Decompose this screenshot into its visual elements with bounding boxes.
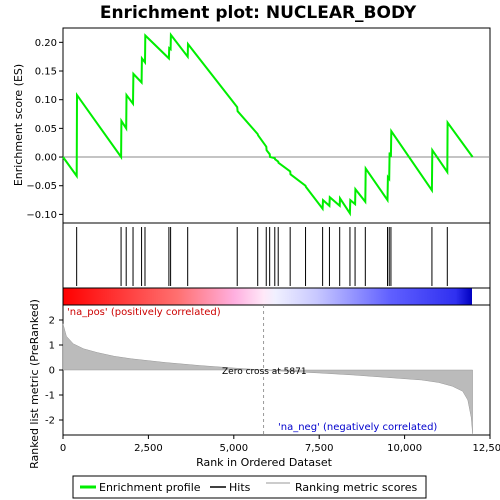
es-y-tick-label: 0.15	[35, 67, 57, 78]
metric-y-tick-label: -2	[45, 416, 55, 427]
metric-y-tick-label: -1	[45, 391, 55, 402]
x-tick-label: 5,000	[219, 443, 248, 454]
metric-y-tick-label: 1	[49, 341, 55, 352]
es-y-axis-label: Enrichment score (ES)	[12, 64, 25, 186]
enrichment-profile-line	[62, 32, 474, 217]
hits	[76, 227, 448, 286]
x-tick-label: 10,000	[387, 443, 422, 454]
x-axis-label: Rank in Ordered Dataset	[196, 456, 333, 469]
metric-area	[62, 305, 473, 435]
es-y-tick-label: 0.10	[35, 95, 57, 106]
metric-y-tick-label: 2	[49, 316, 55, 327]
hits-panel	[62, 222, 491, 289]
x-tick-label: 2,500	[134, 443, 163, 454]
es-y-tick-label: 0.05	[35, 124, 57, 135]
metric-y-tick-label: 0	[49, 366, 55, 377]
x-tick-label: 12,500	[473, 443, 500, 454]
metric-y-axis: 2 1 0 -1 -2	[45, 316, 63, 427]
annotation-zero-cross: Zero cross at 5871	[222, 367, 307, 377]
x-tick-label: 0	[60, 443, 66, 454]
metric-y-axis-label: Ranked list metric (PreRanked)	[28, 299, 41, 469]
enrichment-profile-path	[62, 32, 474, 217]
annotation-positive: 'na_pos' (positively correlated)	[67, 307, 221, 318]
legend-label-es: Enrichment profile	[99, 481, 201, 494]
metric-area-path	[62, 323, 473, 434]
es-y-tick-label: 0.00	[35, 153, 57, 164]
chart-title: Enrichment plot: NUCLEAR_BODY	[100, 3, 417, 23]
es-y-tick-label: 0.20	[35, 38, 57, 49]
legend-label-metric: Ranking metric scores	[295, 481, 417, 494]
legend-label-hits: Hits	[229, 481, 251, 494]
x-axis: 0 2,500 5,000 7,500 10,000 12,500	[60, 435, 500, 454]
legend-box	[72, 475, 427, 499]
x-tick-label: 7,500	[305, 443, 334, 454]
rank-bar	[63, 288, 472, 305]
annotation-negative: 'na_neg' (negatively correlated)	[278, 422, 437, 433]
legend: Enrichment profile Hits Ranking metric s…	[72, 475, 427, 499]
es-y-axis: −0.10 −0.05 0.00 0.05 0.10 0.15 0.20	[26, 38, 63, 221]
es-y-tick-label: −0.05	[26, 181, 57, 192]
es-y-tick-label: −0.10	[26, 210, 57, 221]
